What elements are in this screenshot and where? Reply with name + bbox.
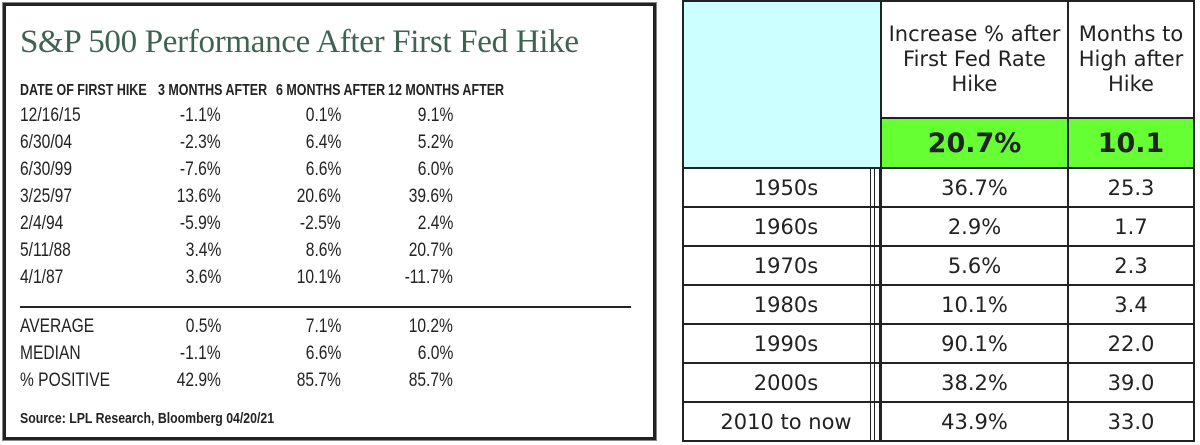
table-row: 6/30/99 -7.6% 6.6% 6.0% (6, 159, 653, 186)
cell-value: -7.6% (180, 159, 221, 180)
decade-label: 1980s (682, 284, 882, 325)
header-6mo: 6 MONTHS AFTER (276, 82, 386, 99)
cell-value: 85.7% (296, 370, 341, 391)
increase-value: 38.2% (880, 362, 1069, 403)
corner-cell (682, 0, 882, 169)
header-months: Months to High after Hike (1067, 0, 1195, 119)
table-row: 1950s 36.7% 25.3 (682, 167, 1195, 208)
months-value: 33.0 (1067, 401, 1195, 442)
row-label: 2/4/94 (20, 213, 64, 234)
table-row: 2000s 38.2% 39.0 (682, 362, 1195, 403)
table-row: 6/30/04 -2.3% 6.4% 5.2% (6, 132, 653, 159)
decade-label: 2010 to now (682, 401, 882, 442)
table-row: 3/25/97 13.6% 20.6% 39.6% (6, 186, 653, 213)
table-row: 12/16/15 -1.1% 0.1% 9.1% (6, 105, 653, 132)
decade-table: Increase % after First Fed Rate Hike Mon… (682, 0, 1195, 442)
table-row: 4/1/87 3.6% 10.1% -11.7% (6, 267, 653, 294)
table-row: 1970s 5.6% 2.3 (682, 245, 1195, 286)
cell-value: 10.1% (296, 267, 341, 288)
cell-value: 85.7% (408, 370, 453, 391)
decade-label: 1990s (682, 323, 882, 364)
cell-value: 20.7% (408, 240, 453, 261)
cell-value: 39.6% (408, 186, 453, 207)
table-row: 2/4/94 -5.9% -2.5% 2.4% (6, 213, 653, 240)
panel-title: S&P 500 Performance After First Fed Hike (20, 24, 579, 60)
cell-value: 13.6% (176, 186, 221, 207)
header-increase: Increase % after First Fed Rate Hike (880, 0, 1069, 119)
cell-value: 6.4% (305, 132, 341, 153)
months-value: 3.4 (1067, 284, 1195, 325)
sp500-performance-panel: S&P 500 Performance After First Fed Hike… (3, 3, 656, 440)
cell-value: 5.2% (417, 132, 453, 153)
table-row: 5/11/88 3.4% 8.6% 20.7% (6, 240, 653, 267)
cell-value: -1.1% (180, 343, 221, 364)
increase-value: 10.1% (880, 284, 1069, 325)
decade-label: 2000s (682, 362, 882, 403)
increase-value: 90.1% (880, 323, 1069, 364)
cell-value: 0.5% (185, 316, 221, 337)
row-label: 6/30/04 (20, 132, 72, 153)
summary-row: AVERAGE 0.5% 7.1% 10.2% (6, 316, 653, 343)
divider (20, 306, 631, 308)
header-12mo: 12 MONTHS AFTER (388, 82, 505, 99)
cell-value: -5.9% (180, 213, 221, 234)
row-label: 4/1/87 (20, 267, 64, 288)
row-label: 12/16/15 (20, 105, 81, 126)
row-label: % POSITIVE (20, 370, 111, 391)
row-label: 3/25/97 (20, 186, 72, 207)
table-row: 1960s 2.9% 1.7 (682, 206, 1195, 247)
increase-value: 43.9% (880, 401, 1069, 442)
header-3mo: 3 MONTHS AFTER (158, 82, 268, 99)
cell-value: 7.1% (305, 316, 341, 337)
header-date: DATE OF FIRST HIKE (20, 82, 147, 99)
table-row: 1990s 90.1% 22.0 (682, 323, 1195, 364)
cell-value: 8.6% (305, 240, 341, 261)
decade-label: 1960s (682, 206, 882, 247)
cell-value: 6.6% (305, 159, 341, 180)
cell-value: 6.6% (305, 343, 341, 364)
cell-value: 0.1% (305, 105, 341, 126)
cell-value: 6.0% (417, 159, 453, 180)
table-row: 1980s 10.1% 3.4 (682, 284, 1195, 325)
increase-value: 5.6% (880, 245, 1069, 286)
source-note: Source: LPL Research, Bloomberg 04/20/21 (20, 410, 275, 427)
increase-value: 2.9% (880, 206, 1069, 247)
cell-value: 10.2% (408, 316, 453, 337)
cell-value: -1.1% (180, 105, 221, 126)
cell-value: 9.1% (417, 105, 453, 126)
increase-value: 36.7% (880, 167, 1069, 208)
row-label: 5/11/88 (20, 240, 71, 261)
total-months: 10.1 (1067, 117, 1195, 169)
months-value: 2.3 (1067, 245, 1195, 286)
decade-label: 1950s (682, 167, 882, 208)
table-row: 2010 to now 43.9% 33.0 (682, 401, 1195, 442)
cell-value: 42.9% (176, 370, 221, 391)
summary-row: % POSITIVE 42.9% 85.7% 85.7% (6, 370, 653, 397)
row-label: 6/30/99 (20, 159, 72, 180)
months-value: 22.0 (1067, 323, 1195, 364)
row-label: AVERAGE (20, 316, 95, 337)
cell-value: -11.7% (404, 267, 453, 288)
cell-value: -2.5% (300, 213, 341, 234)
summary-row: MEDIAN -1.1% 6.6% 6.0% (6, 343, 653, 370)
months-value: 1.7 (1067, 206, 1195, 247)
row-label: MEDIAN (20, 343, 81, 364)
months-value: 39.0 (1067, 362, 1195, 403)
total-increase: 20.7% (880, 117, 1069, 169)
months-value: 25.3 (1067, 167, 1195, 208)
cell-value: 6.0% (417, 343, 453, 364)
cell-value: 3.6% (185, 267, 221, 288)
header-row: DATE OF FIRST HIKE 3 MONTHS AFTER 6 MONT… (6, 82, 653, 109)
cell-value: 3.4% (185, 240, 221, 261)
cell-value: 20.6% (296, 186, 341, 207)
cell-value: -2.3% (180, 132, 221, 153)
cell-value: 2.4% (417, 213, 453, 234)
decade-label: 1970s (682, 245, 882, 286)
